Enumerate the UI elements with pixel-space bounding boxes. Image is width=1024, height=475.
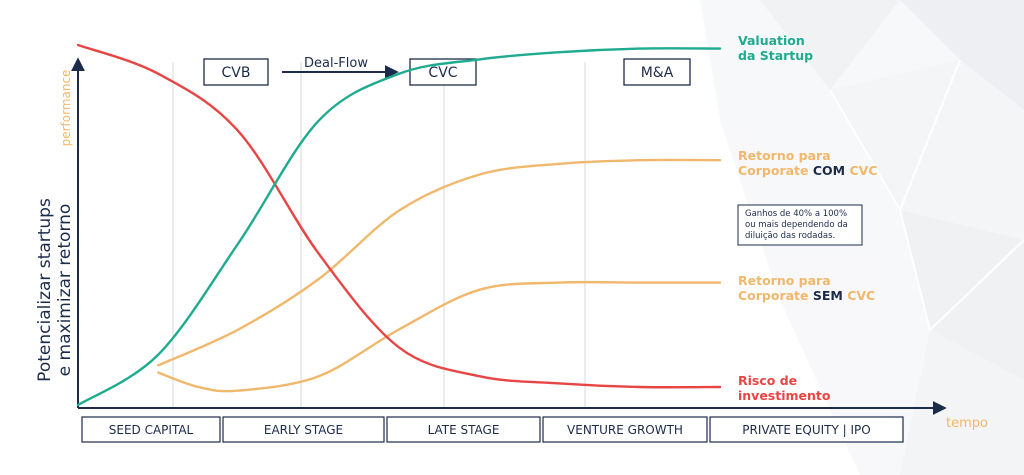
series-label-com-cvc-line-2: Corporate COM CVC (738, 163, 878, 178)
y-axis-label-line-1: Potencializar startups (35, 198, 55, 382)
annotation-line-1: Ganhos de 40% a 100% (745, 209, 847, 219)
stage-box-4 (542, 416, 708, 443)
series-label-risco-line-1: Risco de (738, 373, 797, 388)
y-axis-label-line-2: e maximizar retorno (55, 204, 75, 377)
stage-box-1 (81, 416, 221, 443)
deal-flow-label: Deal-Flow (304, 56, 368, 71)
stage-categories: SEED CAPITAL EARLY STAGE LATE STAGE VENTURE… (81, 416, 904, 443)
stage-gridlines (172, 62, 586, 408)
phase-label-cvb: CVB (222, 65, 251, 81)
x-axis-label: tempo (946, 416, 988, 431)
series-line-risco (76, 43, 722, 389)
series-lines (76, 43, 722, 407)
stage-box-5 (709, 416, 904, 443)
phase-box-cvb (203, 58, 269, 86)
series-label-sem-cvc-line-2: Corporate SEM CVC (738, 288, 875, 303)
series-line-sem-cvc (157, 280, 722, 393)
stage-box-2 (222, 416, 385, 443)
series-line-valuation (76, 47, 722, 407)
stage-label-2: EARLY STAGE (264, 423, 343, 437)
phase-label-ma: M&A (641, 65, 674, 81)
stage-label-3: LATE STAGE (428, 423, 500, 437)
y-axis-performance-label: performance (59, 70, 73, 147)
series-label-risco-line-2: investimento (738, 388, 831, 403)
series-label-valuation-line-1: Valuation (738, 33, 805, 48)
stage-label-5: PRIVATE EQUITY | IPO (742, 423, 870, 437)
series-label-com-cvc-line-1: Retorno para (738, 148, 831, 163)
series-line-com-cvc (157, 158, 722, 367)
top-phase-labels: CVB CVC M&A Deal-Flow (203, 56, 691, 86)
gain-annotation: Ganhos de 40% a 100% ou mais dependendo … (737, 204, 863, 246)
series-label-valuation-line-2: da Startup (738, 48, 813, 63)
stage-label-1: SEED CAPITAL (109, 423, 194, 437)
annotation-line-3: diluição das rodadas. (745, 231, 835, 241)
stage-label-4: VENTURE GROWTH (567, 423, 683, 437)
annotation-line-2: ou mais dependendo da (745, 220, 848, 230)
phase-box-ma (623, 58, 691, 86)
annotation-box (737, 204, 863, 246)
stage-box-3 (386, 416, 541, 443)
phase-label-cvc: CVC (428, 65, 457, 81)
series-label-sem-cvc-line-1: Retorno para (738, 273, 831, 288)
